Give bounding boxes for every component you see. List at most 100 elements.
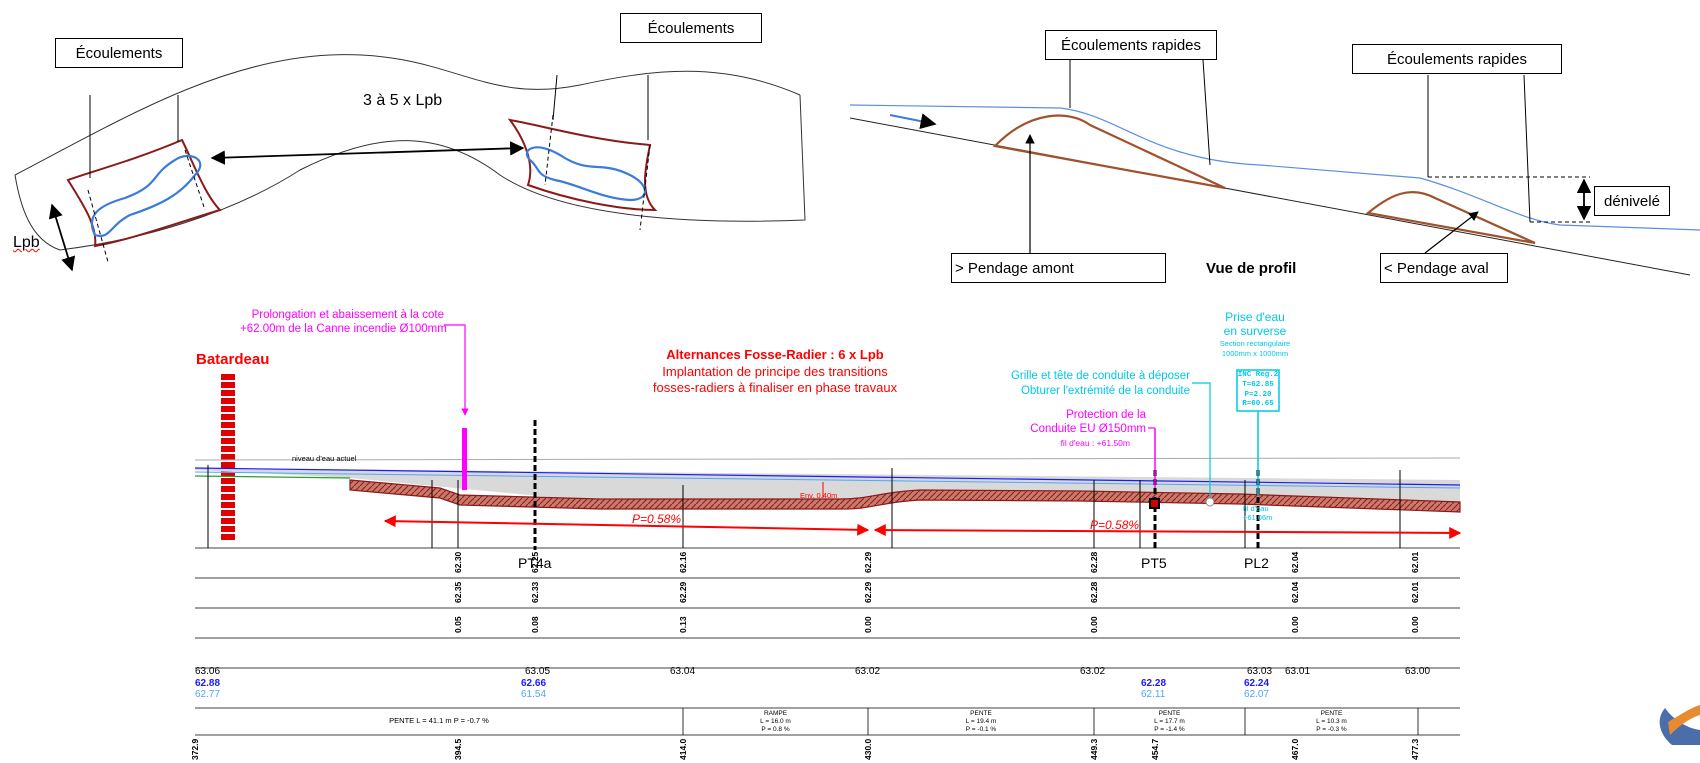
batardeau-brick	[221, 374, 235, 380]
batardeau-brick	[221, 510, 235, 516]
pt5-label: PT5	[1141, 555, 1167, 571]
extension-note-1: Prolongation et abaissement à la cote	[251, 309, 444, 321]
elevation-label: 63.00	[1405, 666, 1431, 677]
elevation-label: 63.02	[855, 666, 881, 677]
table-value-cell: 62.28	[1089, 551, 1099, 573]
table-value-cell: 62.01	[1410, 581, 1420, 603]
water-surface	[849, 104, 1700, 231]
elevation-label: 63.02	[1080, 666, 1106, 677]
table-value-cell: 0.00	[1089, 616, 1099, 633]
table-value-cell: 0.00	[863, 616, 873, 633]
bed-riffles	[349, 479, 1461, 513]
intake-section-1: Section rectangulaire	[1219, 339, 1291, 348]
table-value-cell: 0.08	[530, 616, 540, 633]
elevation-label: 63.01	[1285, 666, 1311, 677]
pl2-label: PL2	[1244, 555, 1269, 571]
table-value-cell: 62.25	[530, 551, 540, 573]
segment-label: PENTE L = 41.1 m P = -0.7 %	[389, 716, 489, 725]
batardeau-brick	[221, 470, 235, 476]
elevation-label-blue: 62.28	[1141, 678, 1167, 689]
riffle-right	[507, 74, 658, 231]
batardeau-brick	[221, 414, 235, 420]
table-value-cell: 62.29	[863, 581, 873, 603]
intake-line-2: en surverse	[1223, 324, 1287, 338]
elevation-label-light: 62.77	[195, 689, 221, 700]
protection-line-1: Protection de la	[1066, 409, 1146, 421]
slope-arrow-1	[383, 515, 870, 536]
batardeau-brick	[221, 534, 235, 540]
elevation-label-blue: 62.88	[195, 678, 221, 689]
batardeau-brick	[221, 526, 235, 532]
table-value-cell: 0.00	[1410, 616, 1420, 633]
profile-sketch	[849, 59, 1700, 276]
table-value-cell: 62.29	[863, 551, 873, 573]
table-value-cell: 62.16	[678, 551, 688, 573]
elevation-label-light: 61.54	[521, 689, 547, 700]
segment-label: P = -0.1 %	[965, 726, 997, 733]
height-diff-label: dénivelé	[1594, 186, 1670, 216]
inc-box	[1236, 369, 1280, 412]
segment-label: PENTE	[1320, 710, 1343, 717]
table-value-cell: 62.33	[530, 581, 540, 603]
riffle-left	[66, 95, 222, 263]
batardeau-brick	[221, 430, 235, 436]
width-label: Lpb	[13, 234, 40, 251]
table-value-cell: 62.04	[1290, 581, 1300, 603]
station-label: 467.0	[1290, 738, 1300, 760]
batardeau-brick	[221, 486, 235, 492]
pt4a-label: PT4a	[518, 555, 552, 571]
batardeau-brick	[221, 454, 235, 460]
segment-label: RAMPE	[763, 710, 788, 717]
brand-logo	[1659, 705, 1700, 745]
segment-label: L = 19.4 m	[965, 718, 997, 725]
table-value-cell: 0.00	[1290, 616, 1300, 633]
canne-pipe	[462, 428, 467, 490]
alternance-line-2: fosses-radiers à finaliser en phase trav…	[652, 380, 898, 395]
elevation-label: 63.04	[670, 666, 696, 677]
station-label: 477.3	[1410, 738, 1420, 760]
segment-label: L = 17.7 m	[1154, 718, 1185, 725]
station-label: 454.7	[1150, 738, 1160, 760]
segment-label: L = 10.3 m	[1316, 718, 1347, 725]
downstream-slope-label: < Pendage aval	[1380, 253, 1508, 283]
inc-box-line-1: INC Reg.2	[1237, 371, 1279, 379]
slope-label-2: P=0.58%	[1090, 518, 1140, 532]
alternance-title: Alternances Fosse-Radier : 6 x Lpb	[666, 347, 884, 362]
elevation-label: 63.03	[1247, 666, 1273, 677]
table-value-cell: 0.05	[453, 616, 463, 633]
batardeau-brick	[221, 390, 235, 396]
batardeau-brick	[221, 406, 235, 412]
segment-label: PENTE	[1158, 710, 1181, 717]
elevation-label-blue: 62.24	[1244, 678, 1270, 689]
table-value-cell: 62.35	[453, 581, 463, 603]
long-profile	[194, 324, 1462, 736]
batardeau-brick	[221, 518, 235, 524]
station-label: 394.5	[453, 738, 463, 760]
cyan-small-1: fil d'eau	[1243, 504, 1269, 513]
grid-note-1: Grille et tête de conduite à déposer	[1010, 370, 1190, 382]
batardeau-brick	[221, 462, 235, 468]
elevation-label-blue: 62.66	[521, 678, 547, 689]
downstream-pointer	[1424, 211, 1479, 254]
grid-note-2: Obturer l'extrémité de la conduite	[1020, 385, 1190, 397]
segment-label: P = 0.8 %	[761, 726, 790, 733]
river-bank-bottom	[14, 94, 806, 251]
width-arrow	[48, 203, 76, 272]
plan-view	[14, 54, 806, 272]
segment-label: P = -0.3 %	[1316, 726, 1347, 733]
slope-label-1: P=0.58%	[632, 512, 682, 526]
elevation-label: 63.06	[195, 666, 221, 677]
table-value-cell: 62.28	[1089, 581, 1099, 603]
elevation-label: 63.05	[525, 666, 551, 677]
batardeau-brick	[221, 478, 235, 484]
batardeau-wall	[220, 373, 236, 543]
profile-title: Vue de profil	[1206, 260, 1297, 277]
batardeau-brick	[221, 382, 235, 388]
flow-right-label: Écoulements	[620, 13, 762, 43]
protection-line-2: Conduite EU Ø150mm	[1030, 423, 1146, 435]
river-bank-top	[14, 54, 801, 176]
inc-box-line-3: P=2.20	[1244, 391, 1272, 399]
cyan-small-2: +61.06m	[1243, 513, 1273, 522]
env-label: Env. 0.40m	[800, 491, 838, 500]
